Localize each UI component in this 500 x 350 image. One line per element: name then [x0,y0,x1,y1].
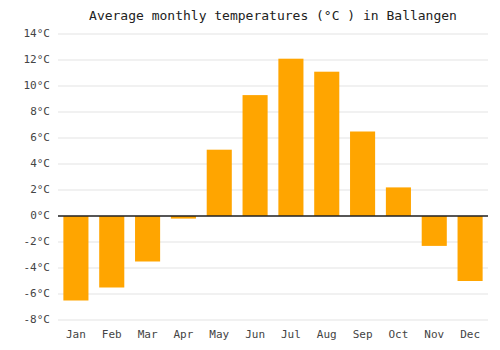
bar [207,150,232,216]
y-tick-label: 12°C [24,53,51,66]
bar [350,132,375,217]
y-axis: -8°C -6°C -4°C -2°C 0°C 2°C 4°C 6°C 8°C 10°C 12°C 1… [24,27,51,326]
bar [135,216,160,262]
grid-line [58,190,488,191]
y-tick-label: 6°C [30,131,50,144]
grid-line [58,320,488,321]
y-tick-label: 14°C [24,27,51,40]
y-tick-label: -8°C [24,313,51,326]
bar [422,216,447,246]
bar [278,59,303,216]
bar [458,216,483,281]
background [0,0,500,350]
x-tick-label: Apr [173,328,193,341]
x-tick-label: Feb [102,328,122,341]
chart-container: Average monthly temperatures (°C ) in Ba… [0,0,500,350]
grid-line [58,34,488,35]
bars [63,59,482,301]
x-tick-label: Nov [424,328,444,341]
y-tick-label: 0°C [30,209,50,222]
x-tick-label: Jul [281,328,301,341]
chart: Average monthly temperatures (°C ) in Ba… [0,0,500,350]
x-tick-label: Aug [317,328,337,341]
grid-line [58,112,488,113]
bar [99,216,124,288]
grid-line [58,86,488,87]
x-tick-label: Sep [353,328,373,341]
y-tick-label: 10°C [24,79,51,92]
x-tick-label: Dec [460,328,480,341]
x-tick-label: Mar [138,328,158,341]
grid-line [58,164,488,165]
grid-line [58,294,488,295]
y-tick-label: -6°C [24,287,51,300]
bar [314,72,339,216]
grid-line [58,216,488,217]
grid-line [58,60,488,61]
grid-line [58,138,488,139]
y-tick-label: 2°C [30,183,50,196]
x-tick-label: Oct [388,328,408,341]
bar [63,216,88,301]
bar [386,187,411,216]
x-axis: Jan Feb Mar Apr May Jun Jul Aug Sep Oct Nov Dec [66,328,480,341]
grid [58,34,488,320]
x-tick-label: Jan [66,328,86,341]
x-tick-label: May [209,328,229,341]
bar [243,95,268,216]
y-tick-label: -4°C [24,261,51,274]
y-tick-label: -2°C [24,235,51,248]
y-tick-label: 8°C [30,105,50,118]
zero-line [58,215,488,217]
title: Average monthly temperatures (°C ) in Ba… [89,8,457,23]
x-tick-label: Jun [245,328,265,341]
y-tick-label: 4°C [30,157,50,170]
